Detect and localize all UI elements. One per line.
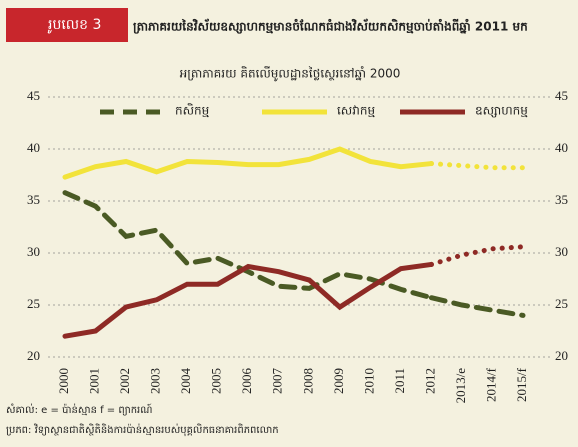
y-tick-label: 25 xyxy=(27,296,40,311)
y2-tick-label: 25 xyxy=(555,296,568,311)
x-tick-label: 2004 xyxy=(178,368,193,395)
x-tick-label: 2010 xyxy=(361,368,376,394)
x-tick-label: 2015/f xyxy=(514,367,529,402)
x-tick-label: 2001 xyxy=(87,368,102,394)
figure-label-box xyxy=(6,8,128,42)
x-tick-label: 2009 xyxy=(331,368,346,394)
y-tick-label: 45 xyxy=(27,88,40,103)
x-tick-label: 2012 xyxy=(422,368,437,394)
x-tick-label: 2005 xyxy=(209,368,224,394)
y-tick-label: 20 xyxy=(27,348,40,363)
x-tick-label: 2014/f xyxy=(483,367,498,402)
chart-title: ត្រាភាគរយនៃវិស័យឧស្សាហកម្មមានចំណែកធំជាងវ… xyxy=(133,19,528,35)
series-projection xyxy=(428,161,526,171)
legend-label: ឧស្សាហកម្ម xyxy=(475,104,528,118)
y-tick-label: 40 xyxy=(27,140,40,155)
y2-tick-label: 30 xyxy=(555,244,568,259)
note: សំគាល់: e = ប៉ាន់ស្មាន f = ព្យាករណ៍ xyxy=(6,403,152,416)
x-tick-label: 2003 xyxy=(148,368,163,394)
source: ប្រភព: វិទ្យាស្ថានជាតិស្ថិតិនិងការប៉ាន់ស… xyxy=(6,423,279,437)
y-tick-label: 35 xyxy=(27,192,40,207)
y2-tick-label: 45 xyxy=(555,88,568,103)
x-tick-label: 2011 xyxy=(392,368,407,394)
y2-tick-label: 35 xyxy=(555,192,568,207)
series-line xyxy=(62,261,434,339)
x-tick-label: 2006 xyxy=(239,368,254,395)
series-projection xyxy=(428,244,526,267)
legend-label: សេវាកម្ម xyxy=(337,104,375,118)
chart-subtitle: អត្រាភាគរយ គិតលើមូលដ្ឋានថ្លៃស្ថេរនៅឆ្នាំ… xyxy=(180,66,401,82)
series-line xyxy=(62,146,434,180)
legend-label: កសិកម្ម xyxy=(175,103,210,118)
x-tick-label: 2013/e xyxy=(453,368,468,404)
y-tick-label: 30 xyxy=(27,244,40,259)
series-line xyxy=(62,190,434,301)
x-tick-label: 2002 xyxy=(117,368,132,394)
x-tick-label: 2008 xyxy=(300,368,315,394)
figure-label: រូបលេខ 3 xyxy=(47,17,101,34)
y2-tick-label: 40 xyxy=(555,140,568,155)
x-tick-label: 2000 xyxy=(56,368,71,394)
series-projection xyxy=(428,295,526,318)
x-tick-label: 2007 xyxy=(270,368,285,395)
y2-tick-label: 20 xyxy=(555,348,568,363)
